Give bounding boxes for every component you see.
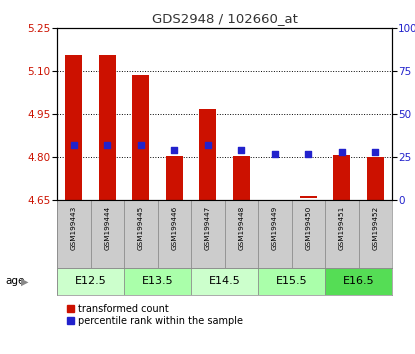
Bar <box>66 55 82 200</box>
Text: GSM199446: GSM199446 <box>171 205 177 250</box>
Text: GSM199445: GSM199445 <box>138 205 144 250</box>
Bar <box>258 200 291 268</box>
Point <box>137 142 144 148</box>
Text: GSM199452: GSM199452 <box>372 205 378 250</box>
Bar <box>325 200 359 268</box>
Text: ▶: ▶ <box>21 276 29 286</box>
Point <box>305 151 312 156</box>
Text: age: age <box>5 276 24 286</box>
Bar <box>199 109 216 200</box>
Legend: transformed count, percentile rank within the sample: transformed count, percentile rank withi… <box>67 304 242 326</box>
Bar <box>325 268 392 295</box>
Bar <box>57 200 90 268</box>
Point <box>238 147 244 153</box>
Text: GSM199450: GSM199450 <box>305 205 311 250</box>
Point <box>104 142 110 148</box>
Text: GSM199448: GSM199448 <box>238 205 244 250</box>
Point <box>271 151 278 156</box>
Bar <box>158 200 191 268</box>
Text: E12.5: E12.5 <box>75 276 106 286</box>
Bar <box>233 155 250 200</box>
Text: E13.5: E13.5 <box>142 276 173 286</box>
Point <box>338 149 345 155</box>
Bar <box>99 55 116 200</box>
Bar <box>124 268 191 295</box>
Text: GSM199447: GSM199447 <box>205 205 211 250</box>
Bar <box>191 200 225 268</box>
Text: E15.5: E15.5 <box>276 276 308 286</box>
Bar <box>225 200 258 268</box>
Bar <box>124 200 158 268</box>
Point <box>205 142 211 148</box>
Bar <box>166 155 183 200</box>
Bar <box>367 157 383 200</box>
Bar <box>90 200 124 268</box>
Point <box>372 149 378 155</box>
Text: GSM199449: GSM199449 <box>272 205 278 250</box>
Text: GSM199443: GSM199443 <box>71 205 77 250</box>
Bar <box>57 268 124 295</box>
Bar <box>291 200 325 268</box>
Text: GSM199451: GSM199451 <box>339 205 345 250</box>
Text: E14.5: E14.5 <box>209 276 240 286</box>
Text: GSM199444: GSM199444 <box>104 205 110 250</box>
Point <box>171 147 178 153</box>
Bar <box>300 196 317 198</box>
Bar <box>258 268 325 295</box>
Text: E16.5: E16.5 <box>343 276 374 286</box>
Title: GDS2948 / 102660_at: GDS2948 / 102660_at <box>151 12 298 25</box>
Point <box>71 142 77 148</box>
Bar <box>191 268 258 295</box>
Bar <box>359 200 392 268</box>
Bar <box>333 155 350 200</box>
Bar <box>132 75 149 200</box>
